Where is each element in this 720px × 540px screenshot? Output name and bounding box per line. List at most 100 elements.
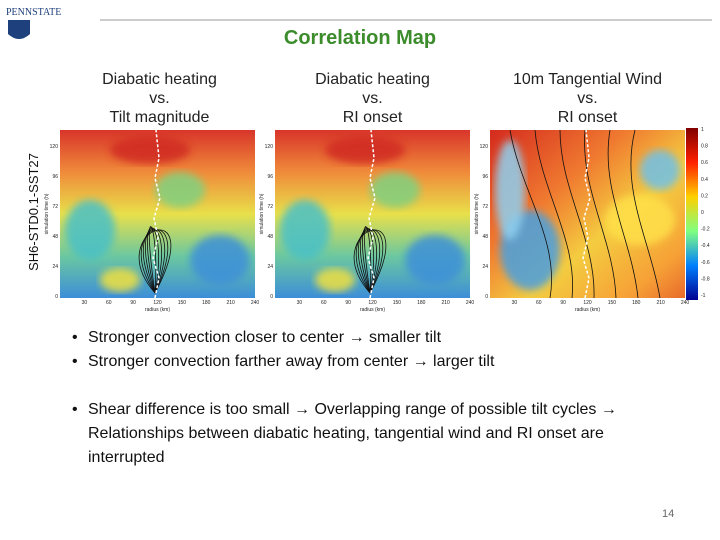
y-tick-label: 96 (267, 174, 273, 180)
x-tick-label: 120 (368, 300, 377, 306)
x-tick-label: 240 (681, 300, 690, 306)
x-tick-label: 90 (345, 300, 351, 306)
page-number: 14 (662, 508, 675, 520)
y-axis-label: simulation time (h) (259, 193, 265, 234)
colorbar-tick-label: -0.6 (701, 260, 710, 266)
y-tick-label: 48 (482, 234, 488, 240)
y-tick-label: 0 (270, 294, 273, 300)
contour-line (630, 129, 661, 299)
slide-title: Correlation Map (284, 27, 436, 49)
x-tick-label: 150 (178, 300, 187, 306)
x-tick-label: 150 (608, 300, 617, 306)
colorbar-tick-label: 0.6 (701, 160, 708, 166)
y-tick-label: 24 (482, 264, 488, 270)
contour-line (509, 129, 552, 299)
bullet: Stronger convection closer to center → s… (72, 326, 648, 350)
y-tick-label: 120 (265, 144, 274, 150)
y-tick-label: 48 (52, 234, 58, 240)
colorbar-tick-label: -1 (701, 293, 706, 299)
track-line (152, 129, 161, 299)
colorbar-tick-label: -0.4 (701, 243, 710, 249)
y-tick-label: 72 (52, 204, 58, 210)
x-tick-label: 240 (251, 300, 260, 306)
contour-line (607, 129, 639, 299)
heatmap (275, 129, 470, 299)
bullet: Shear difference is too small → Overlapp… (72, 398, 648, 470)
x-axis-label: radius (km) (360, 307, 385, 313)
panel-title: 10m Tangential Wind (513, 71, 662, 88)
x-tick-label: 180 (632, 300, 641, 306)
heatmap-blob (405, 235, 465, 285)
heatmap-blob (65, 200, 115, 260)
panel-title: RI onset (343, 109, 403, 126)
heatmap (60, 129, 255, 299)
heatmap-blob (280, 200, 330, 260)
x-tick-label: 240 (466, 300, 475, 306)
heatmap-blob (315, 268, 355, 292)
y-axis-label: simulation time (h) (44, 193, 50, 234)
y-tick-label: 0 (485, 294, 488, 300)
track-line (582, 129, 591, 299)
panel-title: vs. (577, 90, 597, 107)
contour-line (559, 129, 595, 299)
track-line (367, 129, 376, 299)
logo-text: PENNSTATE (6, 7, 61, 18)
colorbar-tick-label: 0.4 (701, 177, 708, 183)
x-tick-label: 120 (583, 300, 592, 306)
panel-title: Diabatic heating (102, 71, 217, 88)
contour-line (534, 129, 574, 299)
colorbar-tick-label: 1 (701, 127, 704, 133)
panel-title: Tilt magnitude (110, 109, 210, 126)
colorbar (686, 128, 698, 300)
x-tick-label: 30 (82, 300, 88, 306)
heatmap (490, 129, 685, 299)
logo-shield (8, 20, 30, 39)
heatmap-blob (325, 136, 405, 164)
x-tick-label: 90 (130, 300, 136, 306)
x-tick-label: 120 (153, 300, 162, 306)
y-axis-label: simulation time (h) (474, 193, 480, 234)
y-tick-label: 72 (267, 204, 273, 210)
y-tick-label: 48 (267, 234, 273, 240)
y-tick-label: 72 (482, 204, 488, 210)
heatmap-blob (110, 136, 190, 164)
x-axis-label: radius (km) (575, 307, 600, 313)
contour-line (584, 129, 617, 299)
heatmap-blob (495, 140, 525, 240)
y-tick-label: 0 (55, 294, 58, 300)
panel-title: RI onset (558, 109, 618, 126)
x-axis-label: radius (km) (145, 307, 170, 313)
row-label: SH6-STD0.1-SST27 (26, 153, 41, 271)
x-tick-label: 30 (297, 300, 303, 306)
heatmap-blob (155, 172, 205, 208)
y-tick-label: 96 (482, 174, 488, 180)
colorbar-tick-label: 0 (701, 210, 704, 216)
panel-title: vs. (362, 90, 382, 107)
y-tick-label: 24 (267, 264, 273, 270)
panel-title: Diabatic heating (315, 71, 430, 88)
colorbar-tick-label: -0.8 (701, 276, 710, 282)
x-tick-label: 90 (560, 300, 566, 306)
colorbar-tick-label: -0.2 (701, 227, 710, 233)
x-tick-label: 60 (321, 300, 327, 306)
x-tick-label: 150 (393, 300, 402, 306)
y-tick-label: 24 (52, 264, 58, 270)
colorbar-tick-label: 0.2 (701, 193, 708, 199)
y-tick-label: 120 (480, 144, 489, 150)
x-tick-label: 210 (441, 300, 450, 306)
bullet: Stronger convection farther away from ce… (72, 350, 648, 374)
x-tick-label: 210 (226, 300, 235, 306)
y-tick-label: 96 (52, 174, 58, 180)
x-tick-label: 210 (656, 300, 665, 306)
y-tick-label: 120 (50, 144, 59, 150)
colorbar-tick-label: 0.8 (701, 144, 708, 150)
x-tick-label: 60 (536, 300, 542, 306)
heatmap-blob (370, 172, 420, 208)
heatmap-blob (190, 235, 250, 285)
x-tick-label: 180 (417, 300, 426, 306)
x-tick-label: 60 (106, 300, 112, 306)
heatmap-blob (100, 268, 140, 292)
heatmap-blob (640, 150, 680, 190)
